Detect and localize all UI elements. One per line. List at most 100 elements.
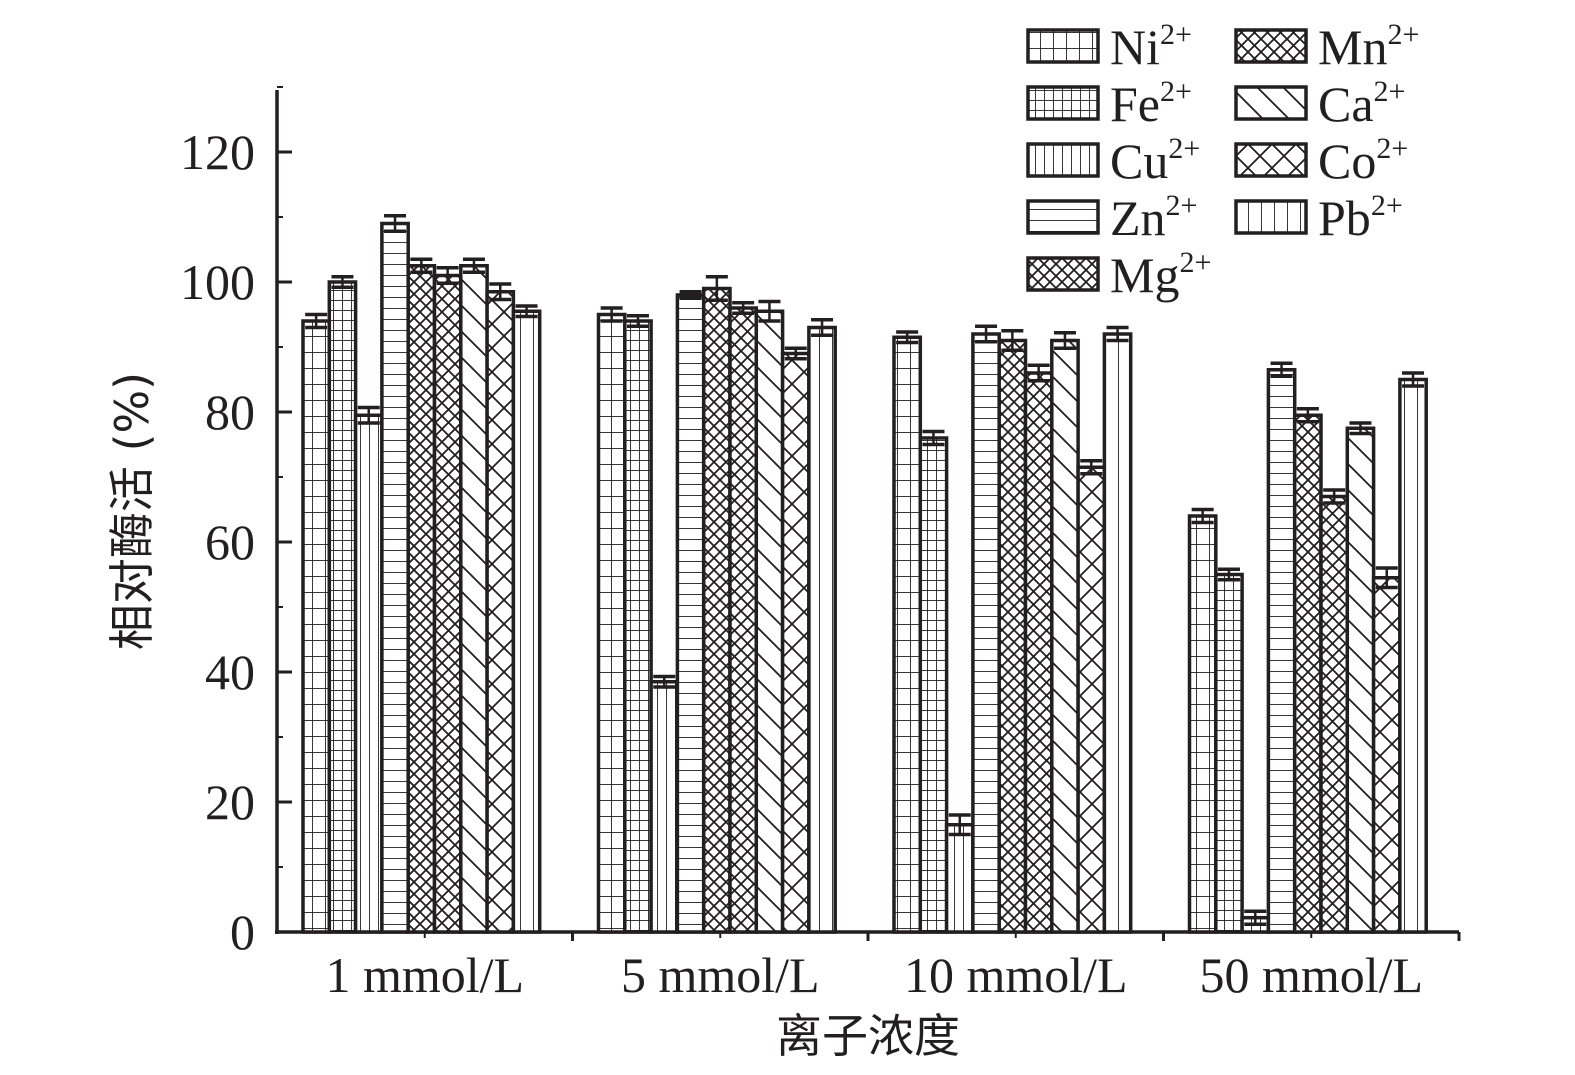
legend-label: Zn2+: [1110, 189, 1197, 246]
y-tick-label: 40: [205, 644, 255, 700]
bar: [380, 221, 410, 934]
bar: [1292, 413, 1323, 934]
bar-cu-3: [1240, 909, 1271, 934]
bar-fe-3: [1214, 567, 1244, 934]
bar-pb-1: [807, 317, 837, 934]
bar: [406, 264, 437, 934]
y-tick-label: 120: [180, 124, 255, 180]
legend-swatch: [1234, 142, 1308, 178]
bar: [1187, 514, 1218, 934]
bar: [1102, 332, 1133, 934]
bar: [807, 325, 837, 934]
bar-mg-3: [1292, 407, 1323, 934]
bar: [1076, 465, 1107, 934]
legend-label: Cu2+: [1110, 132, 1200, 189]
y-tick-label: 60: [205, 514, 255, 570]
legend-swatch: [1026, 199, 1100, 235]
legend-swatch: [1026, 142, 1100, 178]
bar: [944, 823, 975, 934]
bar: [596, 312, 627, 934]
y-tick-label: 0: [230, 904, 255, 960]
bar-fe-2: [918, 429, 949, 934]
legend-item-co: Co2+: [1234, 132, 1408, 189]
bar: [485, 290, 516, 934]
bar-mn-3: [1319, 488, 1350, 934]
bar: [754, 309, 785, 934]
bar: [327, 280, 358, 934]
bar-zn-3: [1266, 361, 1297, 934]
legend-label: Ni2+: [1110, 18, 1192, 75]
bar: [892, 335, 923, 934]
x-tick-label: 5 mmol/L: [621, 947, 820, 1003]
bar-zn-0: [380, 213, 410, 934]
bar-ca-1: [754, 299, 785, 934]
bar-mn-1: [728, 301, 759, 934]
bar: [701, 286, 732, 934]
x-axis-label: 离子浓度: [776, 1009, 960, 1063]
bar-pb-3: [1398, 371, 1428, 934]
bar: [728, 306, 759, 934]
legend-item-pb: Pb2+: [1234, 189, 1403, 246]
legend-item-ca: Ca2+: [1234, 75, 1405, 132]
bar-mn-2: [1023, 363, 1054, 934]
x-tick-label: 1 mmol/L: [325, 947, 524, 1003]
bar: [675, 293, 706, 934]
bar-co-0: [485, 282, 516, 934]
legend-label: Co2+: [1318, 132, 1408, 189]
bar-co-2: [1076, 459, 1107, 934]
x-tick-label: 50 mmol/L: [1199, 947, 1423, 1003]
legend-item-mg: Mg2+: [1026, 246, 1211, 303]
bar: [649, 680, 680, 934]
bar: [997, 338, 1028, 934]
bar-ca-0: [459, 257, 489, 934]
y-tick-label: 100: [180, 254, 255, 310]
bar-ni-0: [301, 312, 332, 934]
bar-mg-0: [406, 257, 437, 934]
bar: [1319, 494, 1350, 934]
y-tick-label: 80: [205, 384, 255, 440]
bar: [1398, 377, 1428, 934]
y-axis-label: 相对酶活 (%): [105, 372, 159, 650]
legend-item-cu: Cu2+: [1026, 132, 1200, 189]
bar-co-3: [1371, 566, 1402, 934]
bar: [1371, 576, 1402, 934]
legend-swatch: [1234, 28, 1308, 64]
bar-mg-2: [997, 329, 1028, 934]
bar-cu-0: [353, 405, 384, 934]
bar: [1266, 368, 1297, 934]
legend-swatch: [1234, 85, 1308, 121]
bar-cu-2: [944, 813, 975, 934]
bar: [971, 332, 1001, 934]
legend-item-fe: Fe2+: [1026, 75, 1192, 132]
bar: [511, 309, 542, 934]
axes: 0 20 40 60 80 100 120 1 mmol/L 5 mmol/L 10 mmol/L…: [180, 86, 1461, 1003]
bar: [623, 319, 653, 934]
bar-ni-2: [892, 330, 923, 934]
bar-fe-0: [327, 275, 358, 934]
legend-swatch: [1026, 28, 1100, 64]
legend-item-zn: Zn2+: [1026, 189, 1197, 246]
bar-co-1: [780, 346, 811, 934]
bar-fe-1: [623, 314, 653, 934]
bar-zn-1: [675, 290, 706, 934]
bar: [1050, 338, 1080, 934]
bar-pb-0: [511, 304, 542, 934]
bar-pb-2: [1102, 325, 1133, 934]
legend-item-ni: Ni2+: [1026, 18, 1192, 75]
legend-label: Fe2+: [1110, 75, 1192, 132]
bar-ca-2: [1050, 330, 1080, 934]
bar-ni-1: [596, 306, 627, 934]
bars: [301, 213, 1428, 934]
bar: [918, 436, 949, 934]
legend-label: Mg2+: [1110, 246, 1211, 303]
bar: [1023, 371, 1054, 934]
legend-swatch: [1026, 85, 1100, 121]
legend-label: Pb2+: [1318, 189, 1403, 246]
bar: [1214, 572, 1244, 934]
bar-zn-2: [971, 324, 1001, 934]
bar-cu-1: [649, 674, 680, 934]
bar: [780, 351, 811, 934]
legend-swatch: [1026, 256, 1100, 292]
bar: [1345, 426, 1376, 934]
